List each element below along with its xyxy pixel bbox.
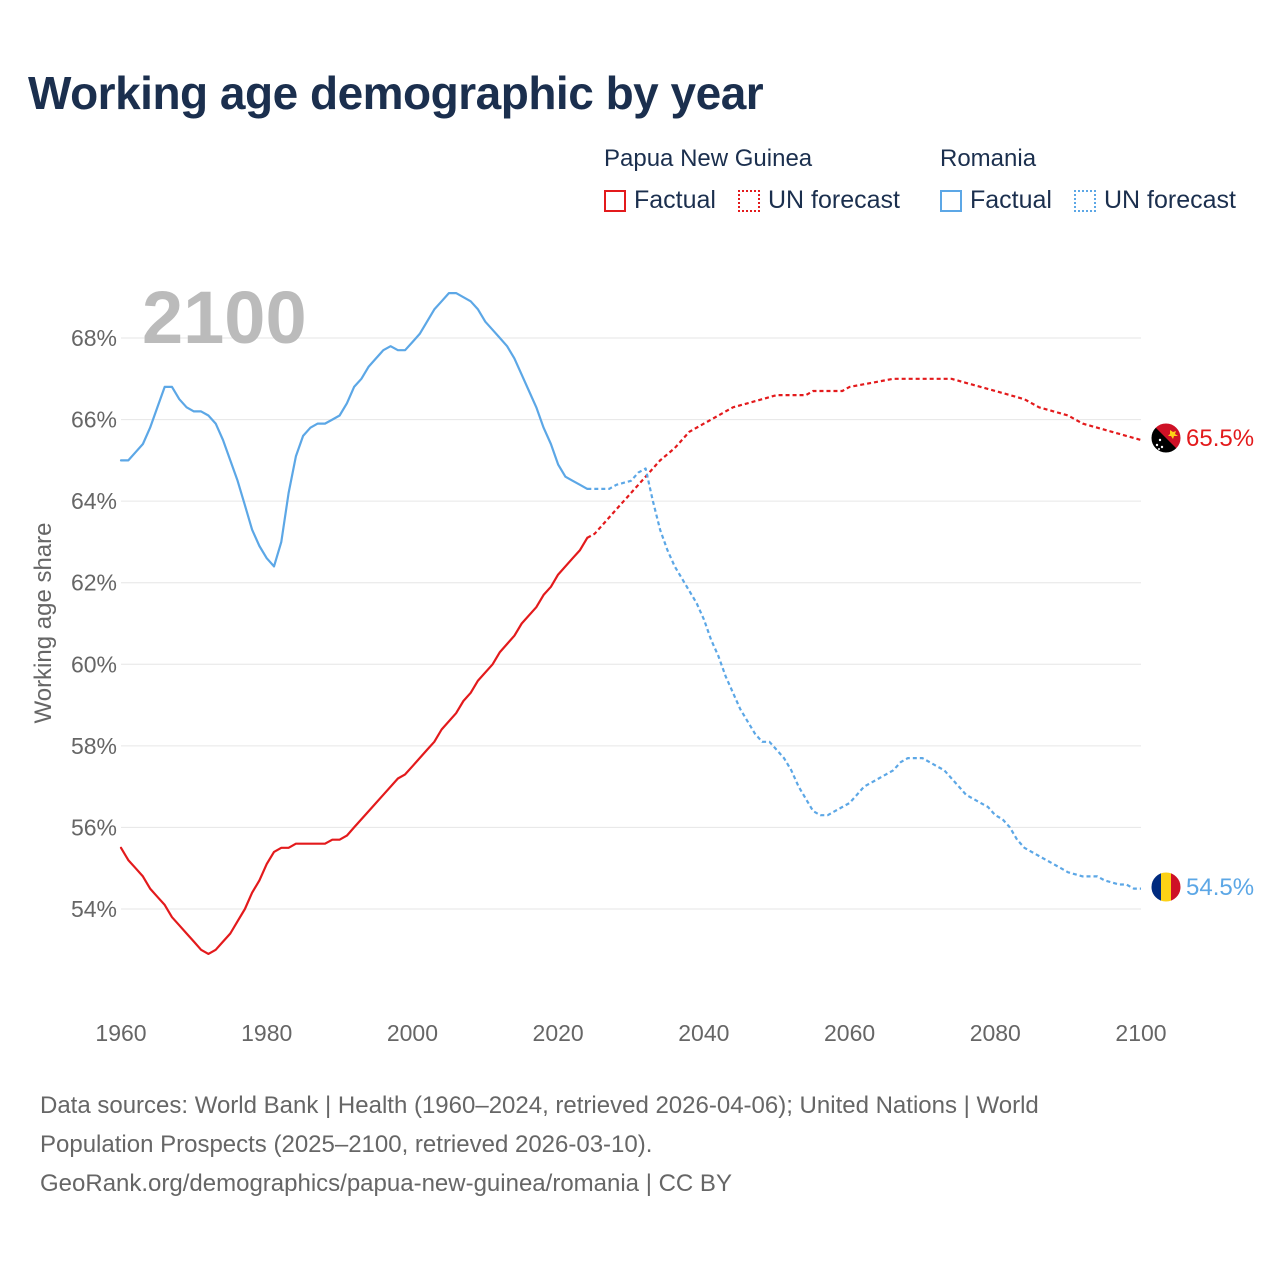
legend-png-forecast[interactable]: UN forecast — [738, 186, 900, 215]
series-line-factual-papua-new-guinea[interactable] — [119, 536, 589, 955]
y-tick-label: 58% — [71, 733, 117, 759]
line-chart: 2100 54% 56% 58% 60% 62% 64% 66% 68% 1960 1980 20… — [30, 276, 1254, 1046]
x-tick-label: 2000 — [387, 1020, 438, 1046]
x-tick-label: 2020 — [533, 1020, 584, 1046]
y-tick-label: 60% — [71, 651, 117, 677]
page-title: Working age demographic by year — [28, 67, 764, 119]
legend-label: UN forecast — [1104, 186, 1236, 214]
source-line-2: Population Prospects (2025–2100, retriev… — [40, 1131, 653, 1158]
end-value-label-png: 65.5% — [1186, 425, 1254, 452]
legend-label: Factual — [970, 186, 1052, 214]
series-line-forecast-romania[interactable] — [587, 467, 1141, 890]
x-tick-label: 2100 — [1115, 1020, 1166, 1046]
end-value-label-romania: 54.5% — [1186, 874, 1254, 901]
y-tick-label: 54% — [71, 896, 117, 922]
legend-png-factual[interactable]: Factual — [604, 186, 716, 215]
x-tick-label: 2060 — [824, 1020, 875, 1046]
y-axis-label: Working age share — [30, 523, 57, 724]
legend-label: Factual — [634, 186, 716, 214]
y-tick-label: 68% — [71, 325, 117, 351]
x-tick-label: 1960 — [95, 1020, 146, 1046]
x-tick-label: 2040 — [678, 1020, 729, 1046]
legend-group-romania: Romania — [940, 145, 1037, 172]
y-axis: 54% 56% 58% 60% 62% 64% 66% 68% — [71, 325, 117, 922]
x-axis: 1960 1980 2000 2020 2040 2060 2080 2100 — [95, 1020, 1166, 1046]
source-line-3[interactable]: GeoRank.org/demographics/papua-new-guine… — [40, 1170, 732, 1197]
legend-group-png: Papua New Guinea — [604, 145, 813, 172]
year-watermark: 2100 — [142, 276, 307, 359]
series — [119, 292, 1142, 955]
y-tick-label: 56% — [71, 814, 117, 840]
series-line-factual-romania[interactable] — [119, 292, 589, 568]
legend-romania-forecast[interactable]: UN forecast — [1074, 186, 1236, 215]
gridlines — [121, 337, 1141, 910]
series-line-forecast-papua-new-guinea[interactable] — [586, 377, 1142, 539]
legend-swatch-solid-red — [604, 189, 626, 212]
source-note: Data sources: World Bank | Health (1960–… — [40, 1086, 1220, 1203]
y-tick-label: 66% — [71, 407, 117, 433]
x-tick-label: 1980 — [241, 1020, 292, 1046]
legend-label: UN forecast — [768, 186, 900, 214]
legend-swatch-dotted-red — [738, 189, 760, 212]
legend-romania-factual[interactable]: Factual — [940, 186, 1052, 215]
legend-swatch-dotted-blue — [1074, 189, 1096, 212]
y-tick-label: 64% — [71, 488, 117, 514]
y-tick-label: 62% — [71, 570, 117, 596]
legend-swatch-solid-blue — [940, 189, 962, 212]
papua-new-guinea-flag-icon — [1150, 422, 1182, 454]
romania-flag-icon — [1150, 871, 1182, 903]
x-tick-label: 2080 — [970, 1020, 1021, 1046]
source-line-1: Data sources: World Bank | Health (1960–… — [40, 1092, 1039, 1119]
